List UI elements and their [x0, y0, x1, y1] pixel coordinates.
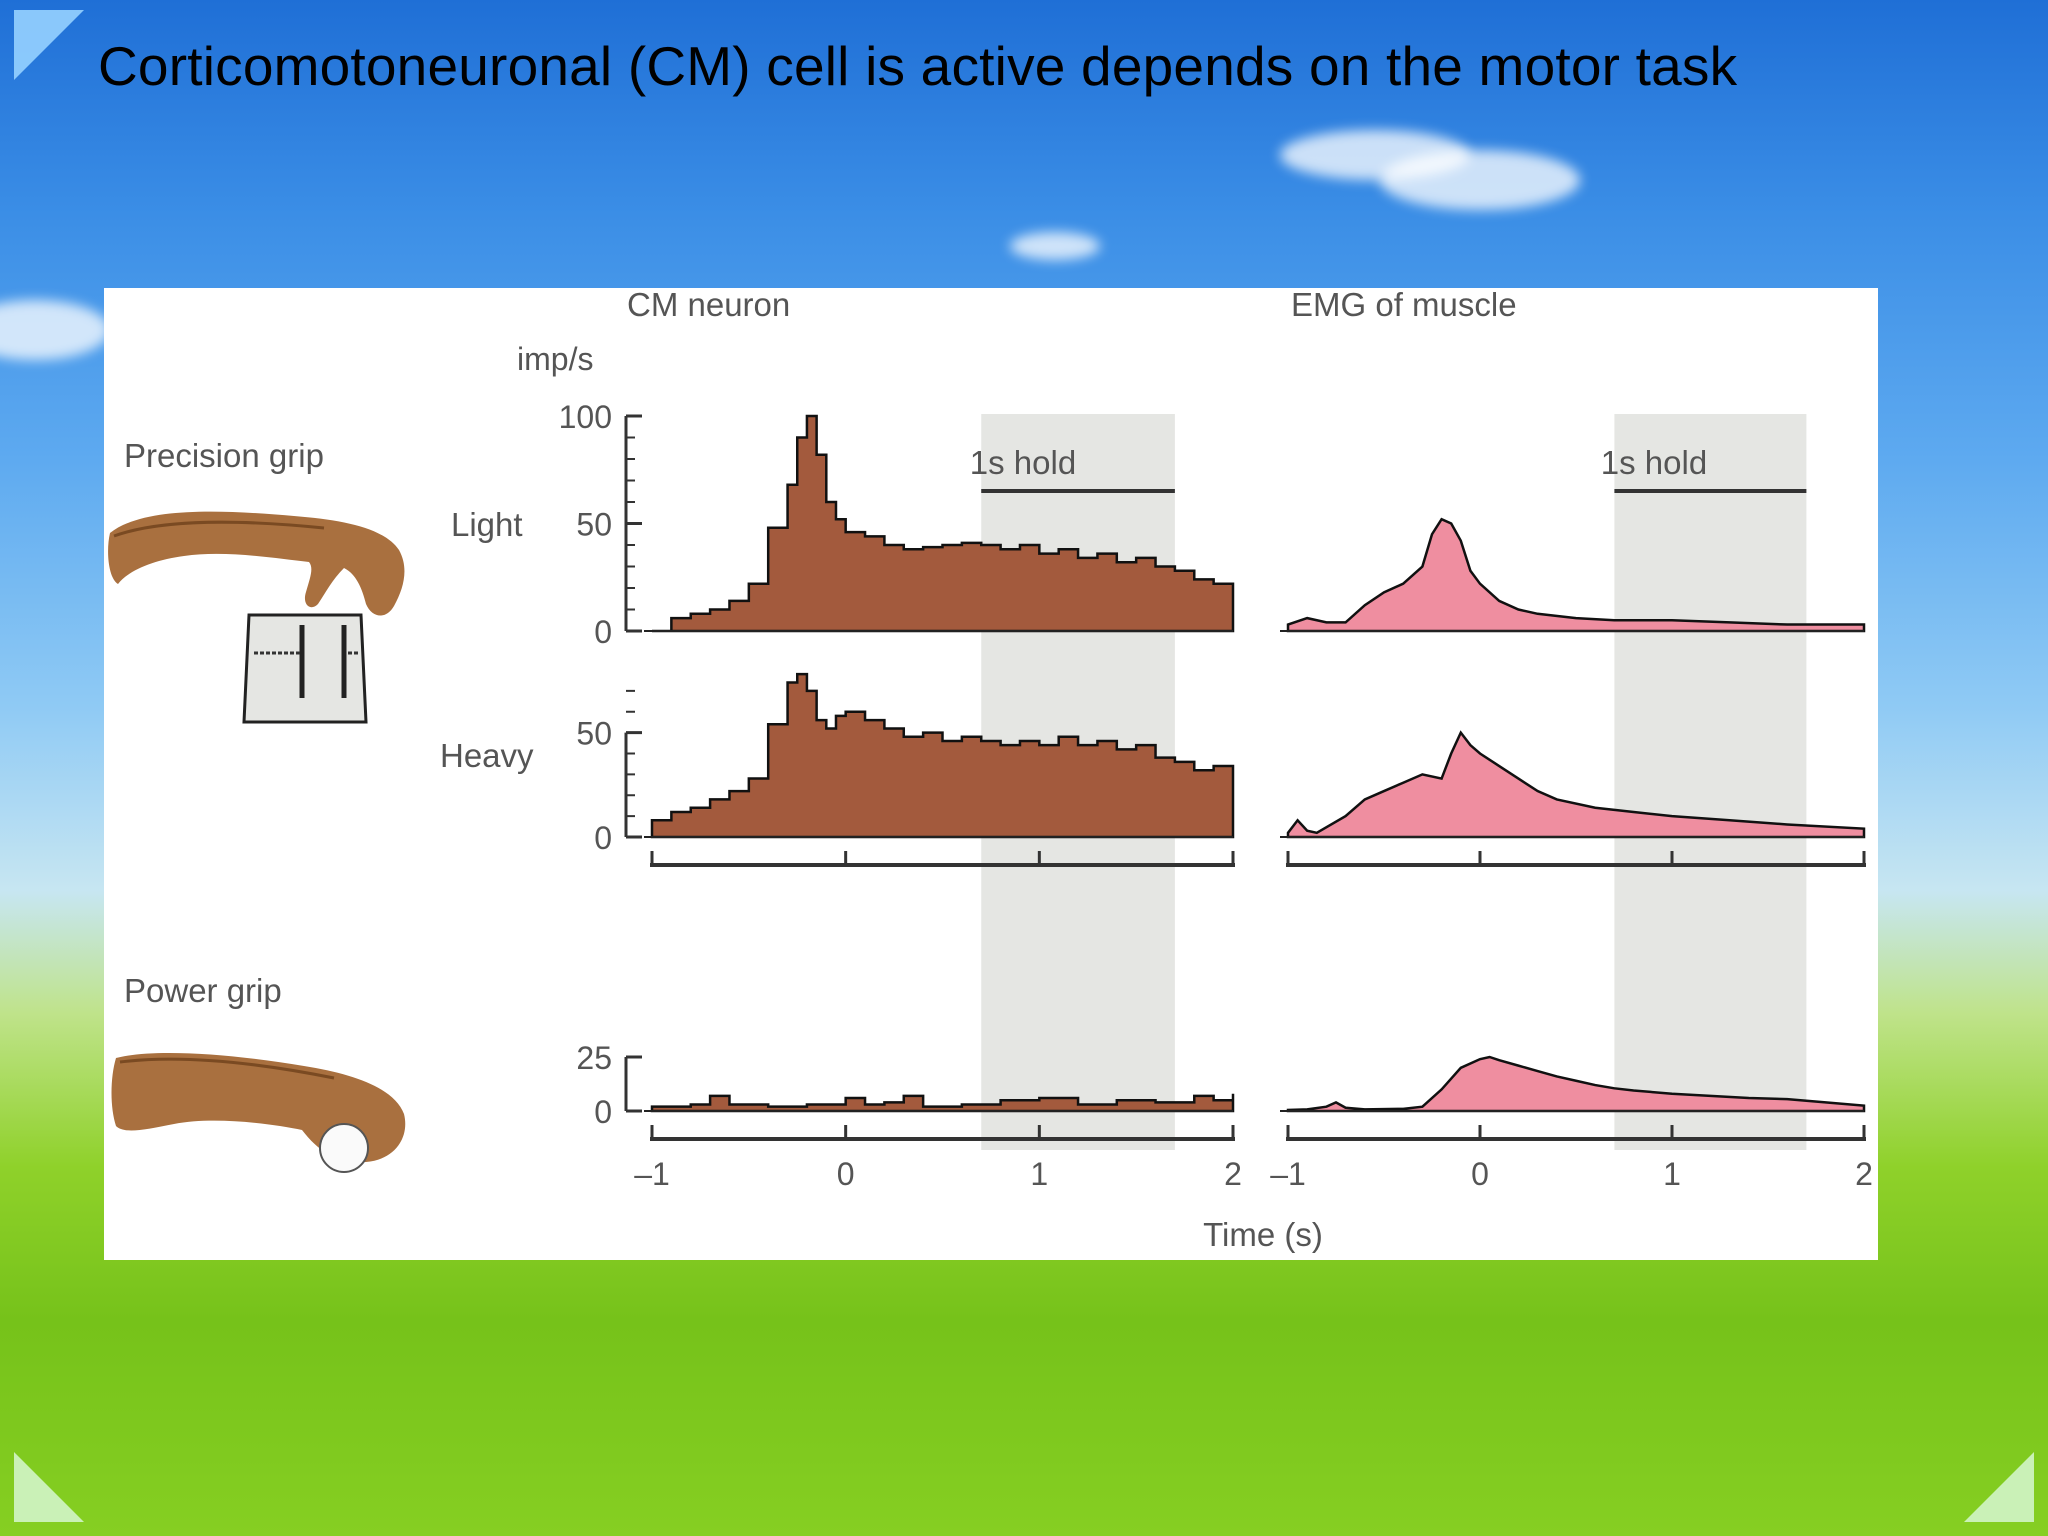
hold-shade [1614, 414, 1807, 1150]
y-unit-label: imp/s [517, 341, 593, 377]
y-tick-label: 100 [559, 399, 612, 435]
power-grip-label: Power grip [124, 972, 282, 1009]
cm-neuron-title: CM neuron [627, 288, 790, 323]
y-tick-label: 25 [576, 1040, 612, 1076]
corner-triangle-bottom-right [1964, 1452, 2034, 1522]
emg-title: EMG of muscle [1291, 288, 1517, 323]
cloud-decoration [1380, 150, 1580, 210]
x-tick-label: 1 [1030, 1156, 1048, 1192]
figure-svg: 0 50 100 0 50 0 25 –1 0 1 2 –1 0 1 2 CM neuron EMG of … [108, 288, 1873, 1253]
x-tick-label: 0 [837, 1156, 855, 1192]
hold-label-emg: 1s hold [1601, 444, 1707, 481]
series-layer [650, 414, 1866, 1113]
series-area [650, 672, 1235, 839]
x-tick-label: –1 [1270, 1156, 1306, 1192]
heavy-label: Heavy [440, 737, 534, 774]
x-tick-label: –1 [634, 1156, 670, 1192]
x-axis-label: Time (s) [1203, 1216, 1323, 1253]
slide-title: Corticomotoneuronal (CM) cell is active … [98, 35, 1738, 97]
x-tick-label: 2 [1855, 1156, 1873, 1192]
y-tick-label: 50 [576, 716, 612, 752]
precision-grip-hand-icon [108, 511, 405, 724]
x-tick-label: 0 [1471, 1156, 1489, 1192]
precision-grip-label: Precision grip [124, 437, 324, 474]
series-area [652, 414, 1235, 633]
series-area [650, 1093, 1235, 1113]
series-area [1286, 517, 1866, 633]
figure-panel: 0 50 100 0 50 0 25 –1 0 1 2 –1 0 1 2 CM neuron EMG of … [104, 288, 1878, 1260]
cloud-decoration [1010, 232, 1100, 260]
hold-label-cm: 1s hold [970, 444, 1076, 481]
cloud-decoration [0, 300, 110, 360]
series-area [1286, 1055, 1866, 1113]
corner-triangle-top-left [14, 10, 84, 80]
power-grip-hand-icon [111, 1052, 406, 1173]
y-tick-label: 0 [594, 614, 612, 650]
x-tick-label: 2 [1224, 1156, 1242, 1192]
light-label: Light [451, 506, 523, 543]
series-area [1286, 730, 1866, 839]
y-tick-label: 0 [594, 1094, 612, 1130]
x-tick-label: 1 [1663, 1156, 1681, 1192]
y-tick-label: 50 [576, 507, 612, 543]
corner-triangle-bottom-left [14, 1452, 84, 1522]
y-tick-label: 0 [594, 820, 612, 856]
axes-layer: 0 50 100 0 50 0 25 –1 0 1 2 –1 0 1 2 [559, 399, 1873, 1192]
